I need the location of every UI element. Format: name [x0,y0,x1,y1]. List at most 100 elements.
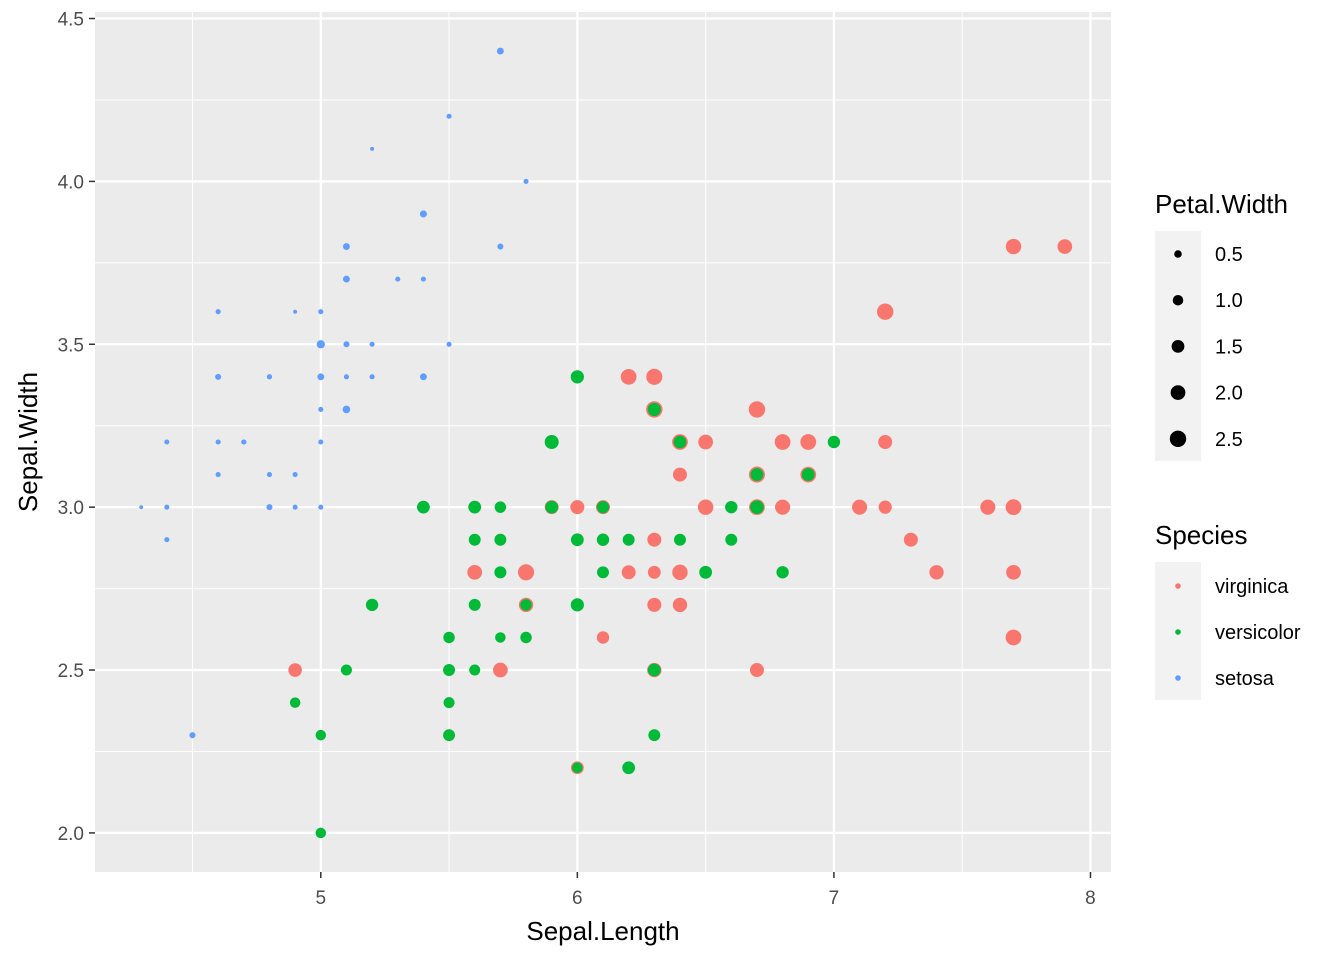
data-point-virginica [775,499,791,515]
data-point-versicolor [725,500,738,514]
y-tick-label: 4.0 [58,172,84,193]
data-point-versicolor [596,533,610,546]
color-legend-label: virginica [1215,576,1289,598]
data-point-setosa [420,276,426,282]
data-point-virginica [672,597,688,613]
data-point-versicolor [572,762,583,774]
size-legend-label: 0.5 [1215,244,1243,266]
size-legend-label: 2.0 [1215,383,1243,405]
data-point-versicolor [469,664,481,676]
data-point-setosa [496,47,504,55]
data-point-versicolor [570,533,584,547]
y-tick-label: 2.0 [58,824,84,845]
data-point-virginica [852,499,868,515]
data-point-virginica [980,499,996,515]
color-legend-label: versicolor [1215,622,1301,644]
data-point-setosa [318,309,324,315]
data-point-versicolor [520,599,532,611]
data-point-versicolor [648,729,661,742]
data-point-setosa [369,374,375,380]
y-tick-label: 2.5 [58,661,84,682]
data-point-setosa [343,244,349,250]
data-point-versicolor [622,533,635,546]
color-legend-title: Species [1155,520,1248,550]
major-gridlines [95,12,1111,872]
color-legend: Species virginica versicolor setosa [1155,520,1301,700]
data-point-versicolor [570,370,584,384]
x-tick-label: 6 [572,888,583,909]
data-point-virginica [698,434,713,450]
data-point-versicolor [725,533,738,546]
size-legend-key [1171,340,1185,353]
data-point-virginica [1006,564,1021,580]
color-legend-key-versicolor [1175,629,1181,635]
data-point-versicolor [699,565,713,579]
data-point-setosa [164,537,170,543]
data-point-versicolor [596,500,610,514]
data-point-virginica [1005,238,1022,255]
data-point-setosa [318,504,324,510]
data-point-virginica [878,435,893,449]
size-legend-key [1174,250,1182,258]
data-point-versicolor [545,500,559,514]
data-point-versicolor [673,435,687,449]
data-point-setosa [370,146,375,151]
y-tick-label: 4.5 [58,10,84,31]
data-point-virginica [1057,239,1073,254]
data-point-setosa [293,309,298,314]
data-point-setosa [343,341,350,348]
data-point-versicolor [340,664,352,676]
color-legend-label: setosa [1215,668,1275,690]
data-point-versicolor [750,500,764,514]
data-point-virginica [517,564,535,581]
data-point-versicolor [495,632,506,643]
data-point-versicolor [443,697,455,708]
data-point-virginica [467,564,483,580]
y-axis-ticks: 2.0 2.5 3.0 3.5 4.0 4.5 [58,10,95,845]
plot-panel [95,12,1111,872]
x-axis-ticks: 5 6 7 8 [315,872,1096,909]
data-point-setosa [266,472,273,478]
data-point-versicolor [801,468,815,481]
data-point-versicolor [544,435,559,449]
data-points [139,47,1073,839]
data-point-virginica [877,303,894,320]
data-point-versicolor [827,435,841,449]
data-point-virginica [748,401,766,418]
data-point-virginica [774,434,791,450]
data-point-versicolor [494,501,507,513]
minor-gridlines [95,12,1111,872]
data-point-setosa [215,472,221,478]
y-tick-label: 3.5 [58,335,84,356]
data-point-virginica [646,368,663,385]
x-tick-label: 8 [1085,888,1096,909]
data-point-versicolor [520,631,532,644]
data-point-setosa [215,373,222,380]
data-point-virginica [800,434,817,450]
data-point-setosa [318,406,324,412]
data-point-versicolor [468,598,481,611]
data-point-versicolor [597,566,609,579]
data-point-virginica [621,565,636,580]
data-point-virginica [698,499,713,515]
data-point-setosa [523,178,529,184]
data-point-setosa [316,340,325,349]
data-point-versicolor [674,533,686,546]
data-point-setosa [343,374,349,380]
data-point-setosa [139,505,144,510]
data-point-setosa [292,504,298,510]
data-point-versicolor [622,761,636,775]
data-point-versicolor [443,729,456,742]
data-point-virginica [1005,499,1022,516]
data-point-versicolor [494,566,507,579]
size-legend-label: 1.5 [1215,336,1243,358]
data-point-versicolor [570,598,584,612]
data-point-setosa [395,276,401,282]
data-point-versicolor [417,500,430,514]
data-point-setosa [497,243,504,250]
data-point-setosa [342,275,350,283]
x-tick-label: 5 [315,888,326,909]
data-point-virginica [749,663,764,678]
size-legend-key [1169,430,1187,448]
data-point-virginica [493,662,508,678]
